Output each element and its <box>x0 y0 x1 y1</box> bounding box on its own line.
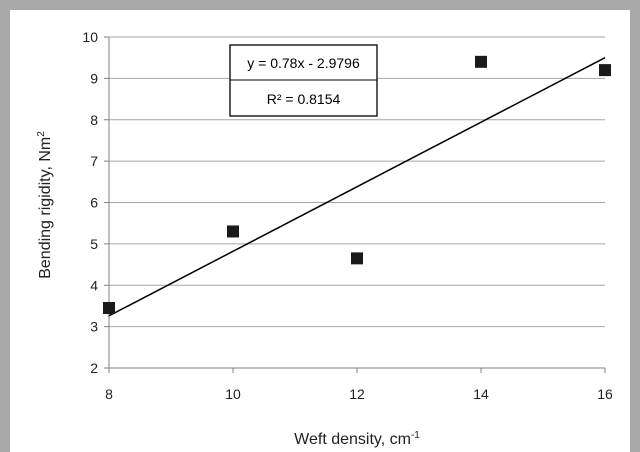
x-tick-label-8: 8 <box>105 386 113 402</box>
y-axis-title-superscript: 2 <box>36 131 47 137</box>
y-tick-label-6: 6 <box>90 195 98 211</box>
y-tick-labels: 2 3 4 5 6 7 8 9 10 <box>82 29 98 376</box>
trendline-line <box>108 57 606 317</box>
gridlines <box>109 36 605 328</box>
data-point-5 <box>599 64 611 77</box>
x-tick-labels: 8 10 12 14 16 <box>105 386 613 402</box>
data-point-1 <box>103 302 115 315</box>
x-axis-title-superscript: -1 <box>411 430 420 441</box>
x-tick-label-14: 14 <box>473 386 489 402</box>
trendline <box>108 57 606 317</box>
y-tick-label-9: 9 <box>90 70 98 86</box>
r-squared-label: R² = 0.8154 <box>267 91 341 107</box>
data-point-4 <box>475 55 487 68</box>
y-tick-label-4: 4 <box>90 277 98 293</box>
y-tick-label-10: 10 <box>82 29 98 45</box>
x-tick-label-10: 10 <box>225 386 241 402</box>
y-tick-label-7: 7 <box>90 153 98 169</box>
data-point-3 <box>351 252 363 265</box>
x-axis-title-text: Weft density, cm <box>294 431 411 448</box>
y-tick-label-2: 2 <box>90 360 98 376</box>
equation-box: y = 0.78x - 2.9796 R² = 0.8154 <box>229 44 378 117</box>
data-point-2 <box>227 225 239 238</box>
x-axis-title: Weft density, cm-1 <box>294 430 420 448</box>
y-tick-label-5: 5 <box>90 236 98 252</box>
trendline-equation: y = 0.78x - 2.9796 <box>247 55 360 71</box>
data-points <box>103 55 611 315</box>
y-axis-title: Bending rigidity, Nm2 <box>36 131 54 279</box>
y-tick-label-8: 8 <box>90 112 98 128</box>
y-tick-label-3: 3 <box>90 319 98 335</box>
x-tick-label-16: 16 <box>597 386 613 402</box>
x-tick-label-12: 12 <box>349 386 365 402</box>
y-axis-title-text: Bending rigidity, Nm <box>37 137 54 279</box>
